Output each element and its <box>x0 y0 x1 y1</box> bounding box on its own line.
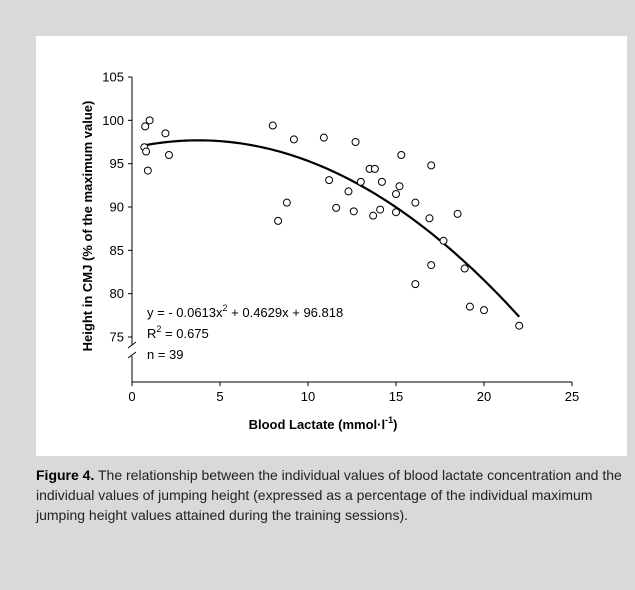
data-point <box>411 198 420 207</box>
data-point <box>460 264 469 273</box>
figure-caption-label: Figure 4. <box>36 467 95 483</box>
y-tick-label: 80 <box>110 286 124 301</box>
data-point <box>164 151 173 159</box>
y-tick-label: 75 <box>110 330 124 345</box>
x-tick-label: 20 <box>477 389 491 404</box>
data-point <box>480 306 488 315</box>
data-point <box>349 207 358 216</box>
x-tick-label: 10 <box>301 389 315 404</box>
y-tick-label: 85 <box>110 243 124 258</box>
sample-size-label: n = 39 <box>147 347 184 362</box>
data-point <box>332 203 341 212</box>
data-point <box>395 182 404 191</box>
data-point <box>370 164 379 173</box>
data-point <box>427 161 436 170</box>
data-point <box>145 116 154 125</box>
data-point <box>161 129 170 138</box>
trendline-group <box>144 139 521 318</box>
y-axis: 75 80 85 90 95 100 105 <box>102 70 137 382</box>
data-points <box>140 116 524 330</box>
data-point <box>369 211 378 220</box>
chart-panel: 75 80 85 90 95 100 105 0 5 10 15 20 25 Blood Lactat… <box>36 36 627 456</box>
figure-caption: Figure 4. The relationship between the i… <box>36 465 635 525</box>
x-tick-label: 5 <box>216 389 223 404</box>
data-point <box>344 187 353 196</box>
data-point <box>319 133 328 142</box>
x-tick-label: 15 <box>389 389 403 404</box>
data-point <box>515 321 524 330</box>
data-point <box>274 216 283 225</box>
data-point <box>351 138 360 146</box>
data-point <box>427 261 436 270</box>
data-point <box>356 177 365 186</box>
data-point <box>411 280 420 289</box>
figure-caption-text: The relationship between the individual … <box>36 467 622 523</box>
r-squared-label: R2 = 0.675 <box>147 324 209 341</box>
data-point <box>141 122 150 131</box>
scatter-chart: 75 80 85 90 95 100 105 0 5 10 15 20 25 Blood Lactat… <box>80 70 579 433</box>
x-axis-title: Blood Lactate (mmol·l-1) <box>249 415 398 432</box>
data-point <box>289 135 298 144</box>
data-point <box>465 302 474 311</box>
trendline <box>144 139 521 318</box>
y-axis-break-mark <box>127 341 137 349</box>
data-point <box>143 166 152 175</box>
y-tick-label: 95 <box>110 156 124 171</box>
y-tick-label: 90 <box>110 200 124 215</box>
x-axis: 0 5 10 15 20 25 <box>128 381 579 404</box>
x-tick-label: 25 <box>565 389 579 404</box>
y-axis-break-mark <box>127 351 137 359</box>
data-point <box>425 214 434 223</box>
equation-label: y = - 0.0613x2 + 0.4629x + 96.818 <box>147 303 343 320</box>
data-point <box>325 176 334 185</box>
data-point <box>397 151 406 159</box>
data-point <box>142 147 151 156</box>
y-tick-label: 105 <box>102 70 124 85</box>
data-point <box>392 190 400 198</box>
data-point <box>282 198 291 207</box>
y-axis-title: Height in CMJ (% of the maximum value) <box>80 101 95 352</box>
y-tick-label: 100 <box>102 113 124 128</box>
data-point <box>439 236 448 245</box>
data-point <box>377 177 386 186</box>
data-point <box>376 205 385 214</box>
data-point <box>453 209 462 218</box>
data-point <box>268 121 277 130</box>
x-tick-label: 0 <box>128 389 135 404</box>
data-point <box>392 208 400 217</box>
